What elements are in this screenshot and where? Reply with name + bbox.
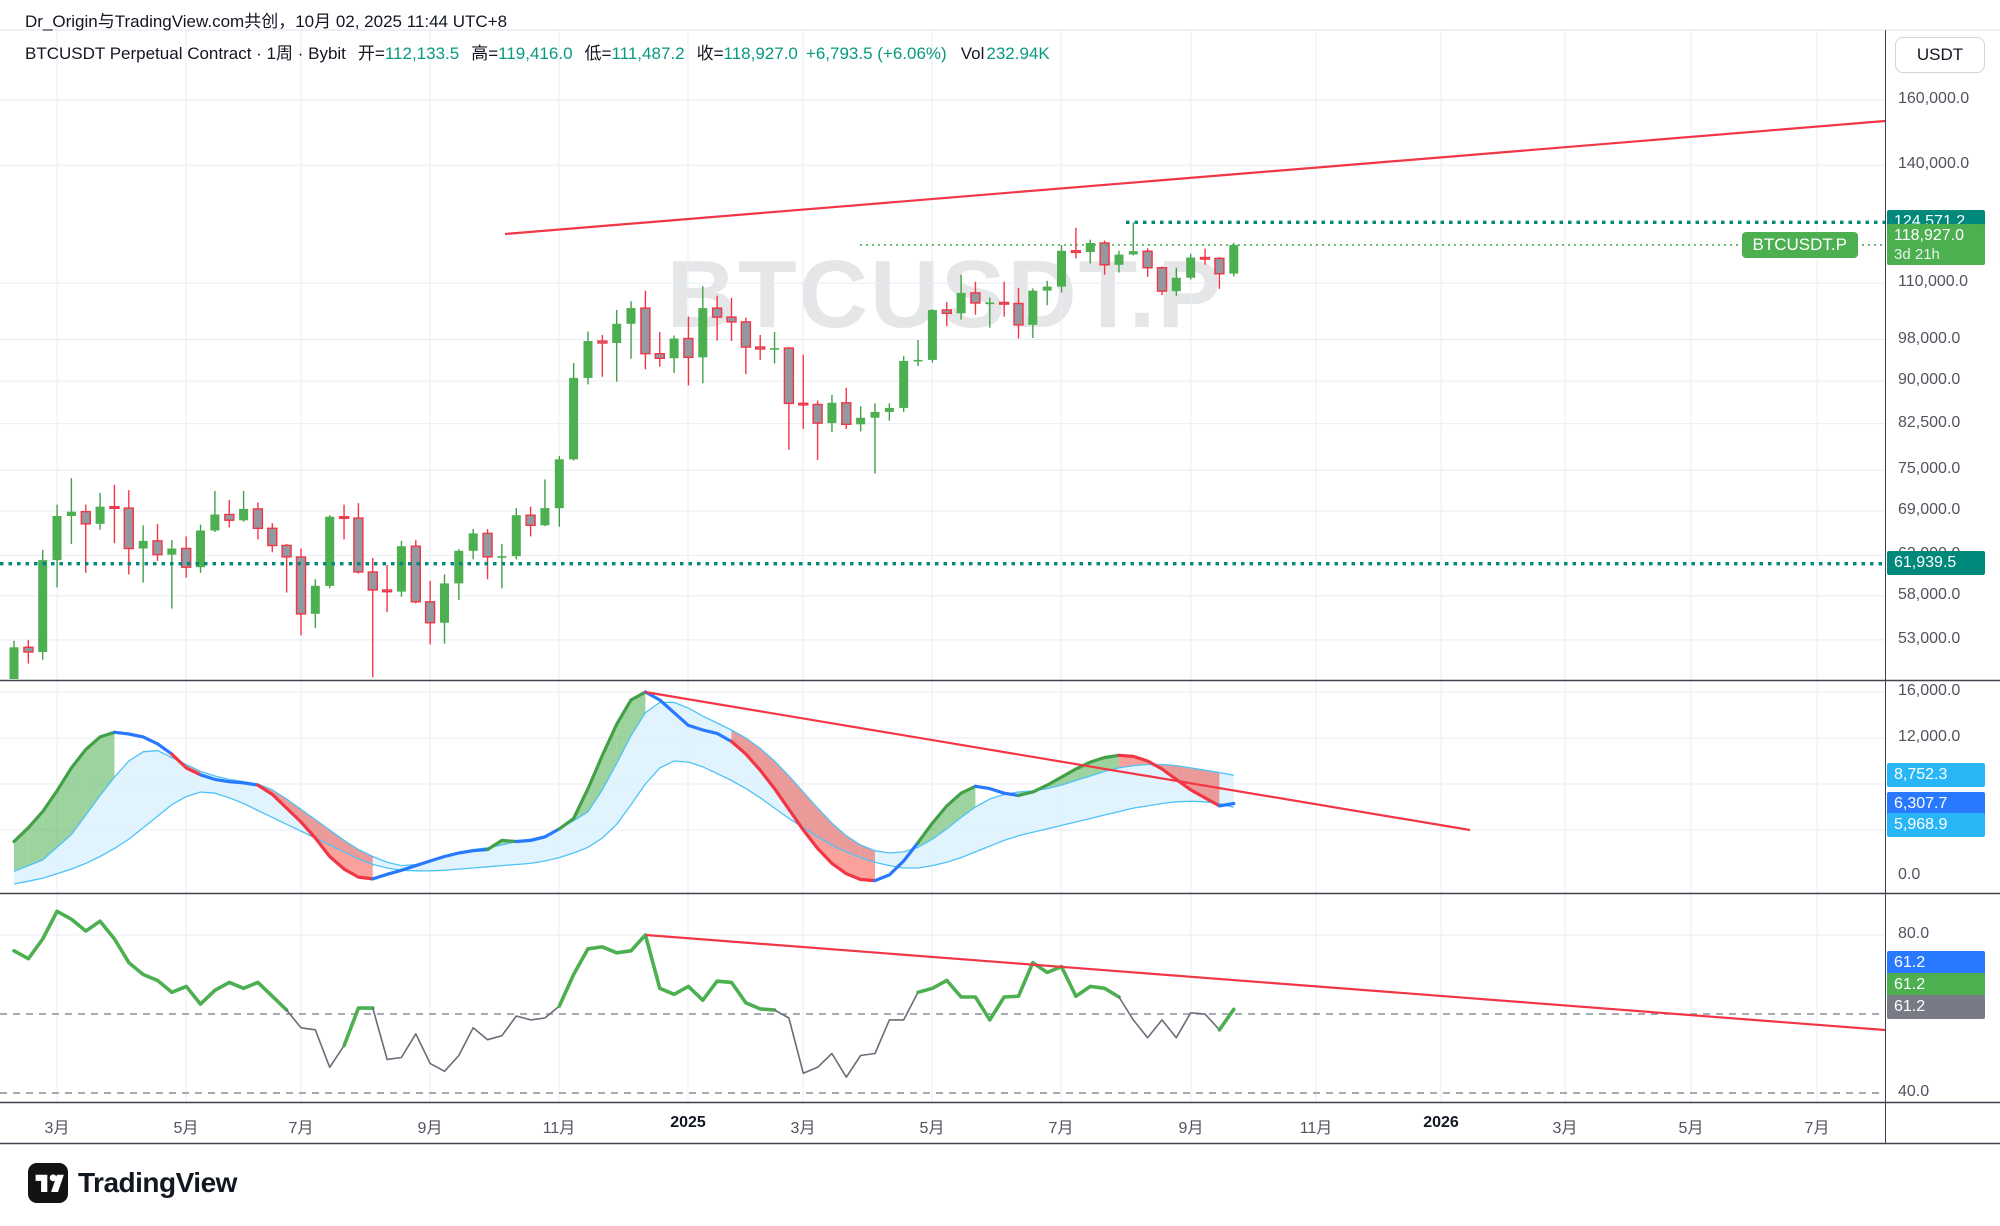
tradingview-logo[interactable]: TradingView <box>28 1163 237 1203</box>
watermark: BTCUSDT.P <box>666 241 1224 348</box>
time-axis-label: 7月 <box>1048 1120 1074 1137</box>
series-price-label-text: BTCUSDT.P <box>1752 235 1847 254</box>
ohlc-field: 高=119,416.0 <box>471 44 573 63</box>
ohlc-field: 开=112,133.5 <box>357 44 460 63</box>
volume-value: 232.94K <box>986 44 1050 63</box>
price-badge: 61,939.5 <box>1887 551 1985 575</box>
price-badge: 118,927.0 3d 21h <box>1887 224 1985 265</box>
time-axis-label: 3月 <box>790 1120 816 1137</box>
time-axis-label: 5月 <box>173 1120 199 1137</box>
price-tick-label: 53,000.0 <box>1898 629 1961 647</box>
symbol-header: BTCUSDT Perpetual Contract · 1周 · Bybit 开… <box>25 39 1050 64</box>
time-axis-label: 7月 <box>1804 1120 1830 1137</box>
time-axis-label: 5月 <box>1678 1120 1704 1137</box>
price-tick-label: 40.0 <box>1898 1083 1930 1100</box>
price-tick-label: 69,000.0 <box>1898 500 1961 518</box>
currency-button[interactable]: USDT <box>1895 37 1985 73</box>
price-tick-label: 16,000.0 <box>1898 682 1961 699</box>
price-tick-label: 82,500.0 <box>1898 413 1961 431</box>
symbol-title: BTCUSDT Perpetual Contract · 1周 · Bybit <box>25 44 346 63</box>
price-badge: 61.2 <box>1887 973 1985 997</box>
time-axis[interactable]: 3月 5月 7月 9月 11月 2025 3月 5月 7月 9月 11月 2026 3月 5月 7月 <box>0 1104 1885 1144</box>
price-tick-label: 12,000.0 <box>1898 728 1961 745</box>
time-axis-label: 2026 <box>1423 1114 1459 1131</box>
tradingview-logo-text: TradingView <box>78 1167 237 1198</box>
time-axis-label: 9月 <box>417 1120 443 1137</box>
ohlc-field: 低=111,487.2 <box>584 44 685 63</box>
price-badge: 61.2 <box>1887 995 1985 1019</box>
price-tick-label: 160,000.0 <box>1898 89 1970 107</box>
price-tick-label: 140,000.0 <box>1898 155 1970 173</box>
volume-label: Vol <box>960 44 985 63</box>
ohlc-field: 收=118,927.0 <box>696 44 798 63</box>
price-axis[interactable]: USDT 160,000.0 140,000.0 110,000.0 98,000.0… <box>1885 30 2000 1143</box>
price-badge: 61.2 <box>1887 951 1985 975</box>
time-axis-label: 11月 <box>1299 1120 1333 1137</box>
series-price-label: BTCUSDT.P <box>1741 232 1858 258</box>
price-badge: 6,307.7 <box>1887 792 1985 816</box>
price-tick-label: 90,000.0 <box>1898 371 1961 389</box>
time-axis-label: 3月 <box>44 1120 70 1137</box>
time-axis-label: 9月 <box>1178 1120 1204 1137</box>
price-tick-label: 98,000.0 <box>1898 329 1961 347</box>
change-value: +6,793.5 (+6.06%) <box>805 44 947 63</box>
tradingview-logo-icon <box>28 1163 68 1203</box>
time-axis-label: 7月 <box>288 1120 314 1137</box>
price-tick-label: 75,000.0 <box>1898 460 1961 478</box>
time-axis-label: 5月 <box>919 1120 945 1137</box>
price-tick-label: 80.0 <box>1898 925 1930 942</box>
attribution-text: Dr_Origin与TradingView.com共创，10月 02, 2025… <box>25 12 508 31</box>
time-axis-label: 3月 <box>1552 1120 1578 1137</box>
price-badge: 8,752.3 <box>1887 763 1985 787</box>
time-axis-label: 2025 <box>670 1114 706 1131</box>
price-badge: 5,968.9 <box>1887 813 1985 837</box>
price-tick-label: 0.0 <box>1898 866 1921 883</box>
price-tick-label: 58,000.0 <box>1898 585 1961 603</box>
currency-label: USDT <box>1916 45 1964 64</box>
ohlc-fields: 开=112,133.5 高=119,416.0 低=111,487.2 收=118,9… <box>346 44 798 63</box>
time-axis-label: 11月 <box>542 1120 576 1137</box>
price-tick-label: 110,000.0 <box>1898 273 1968 291</box>
